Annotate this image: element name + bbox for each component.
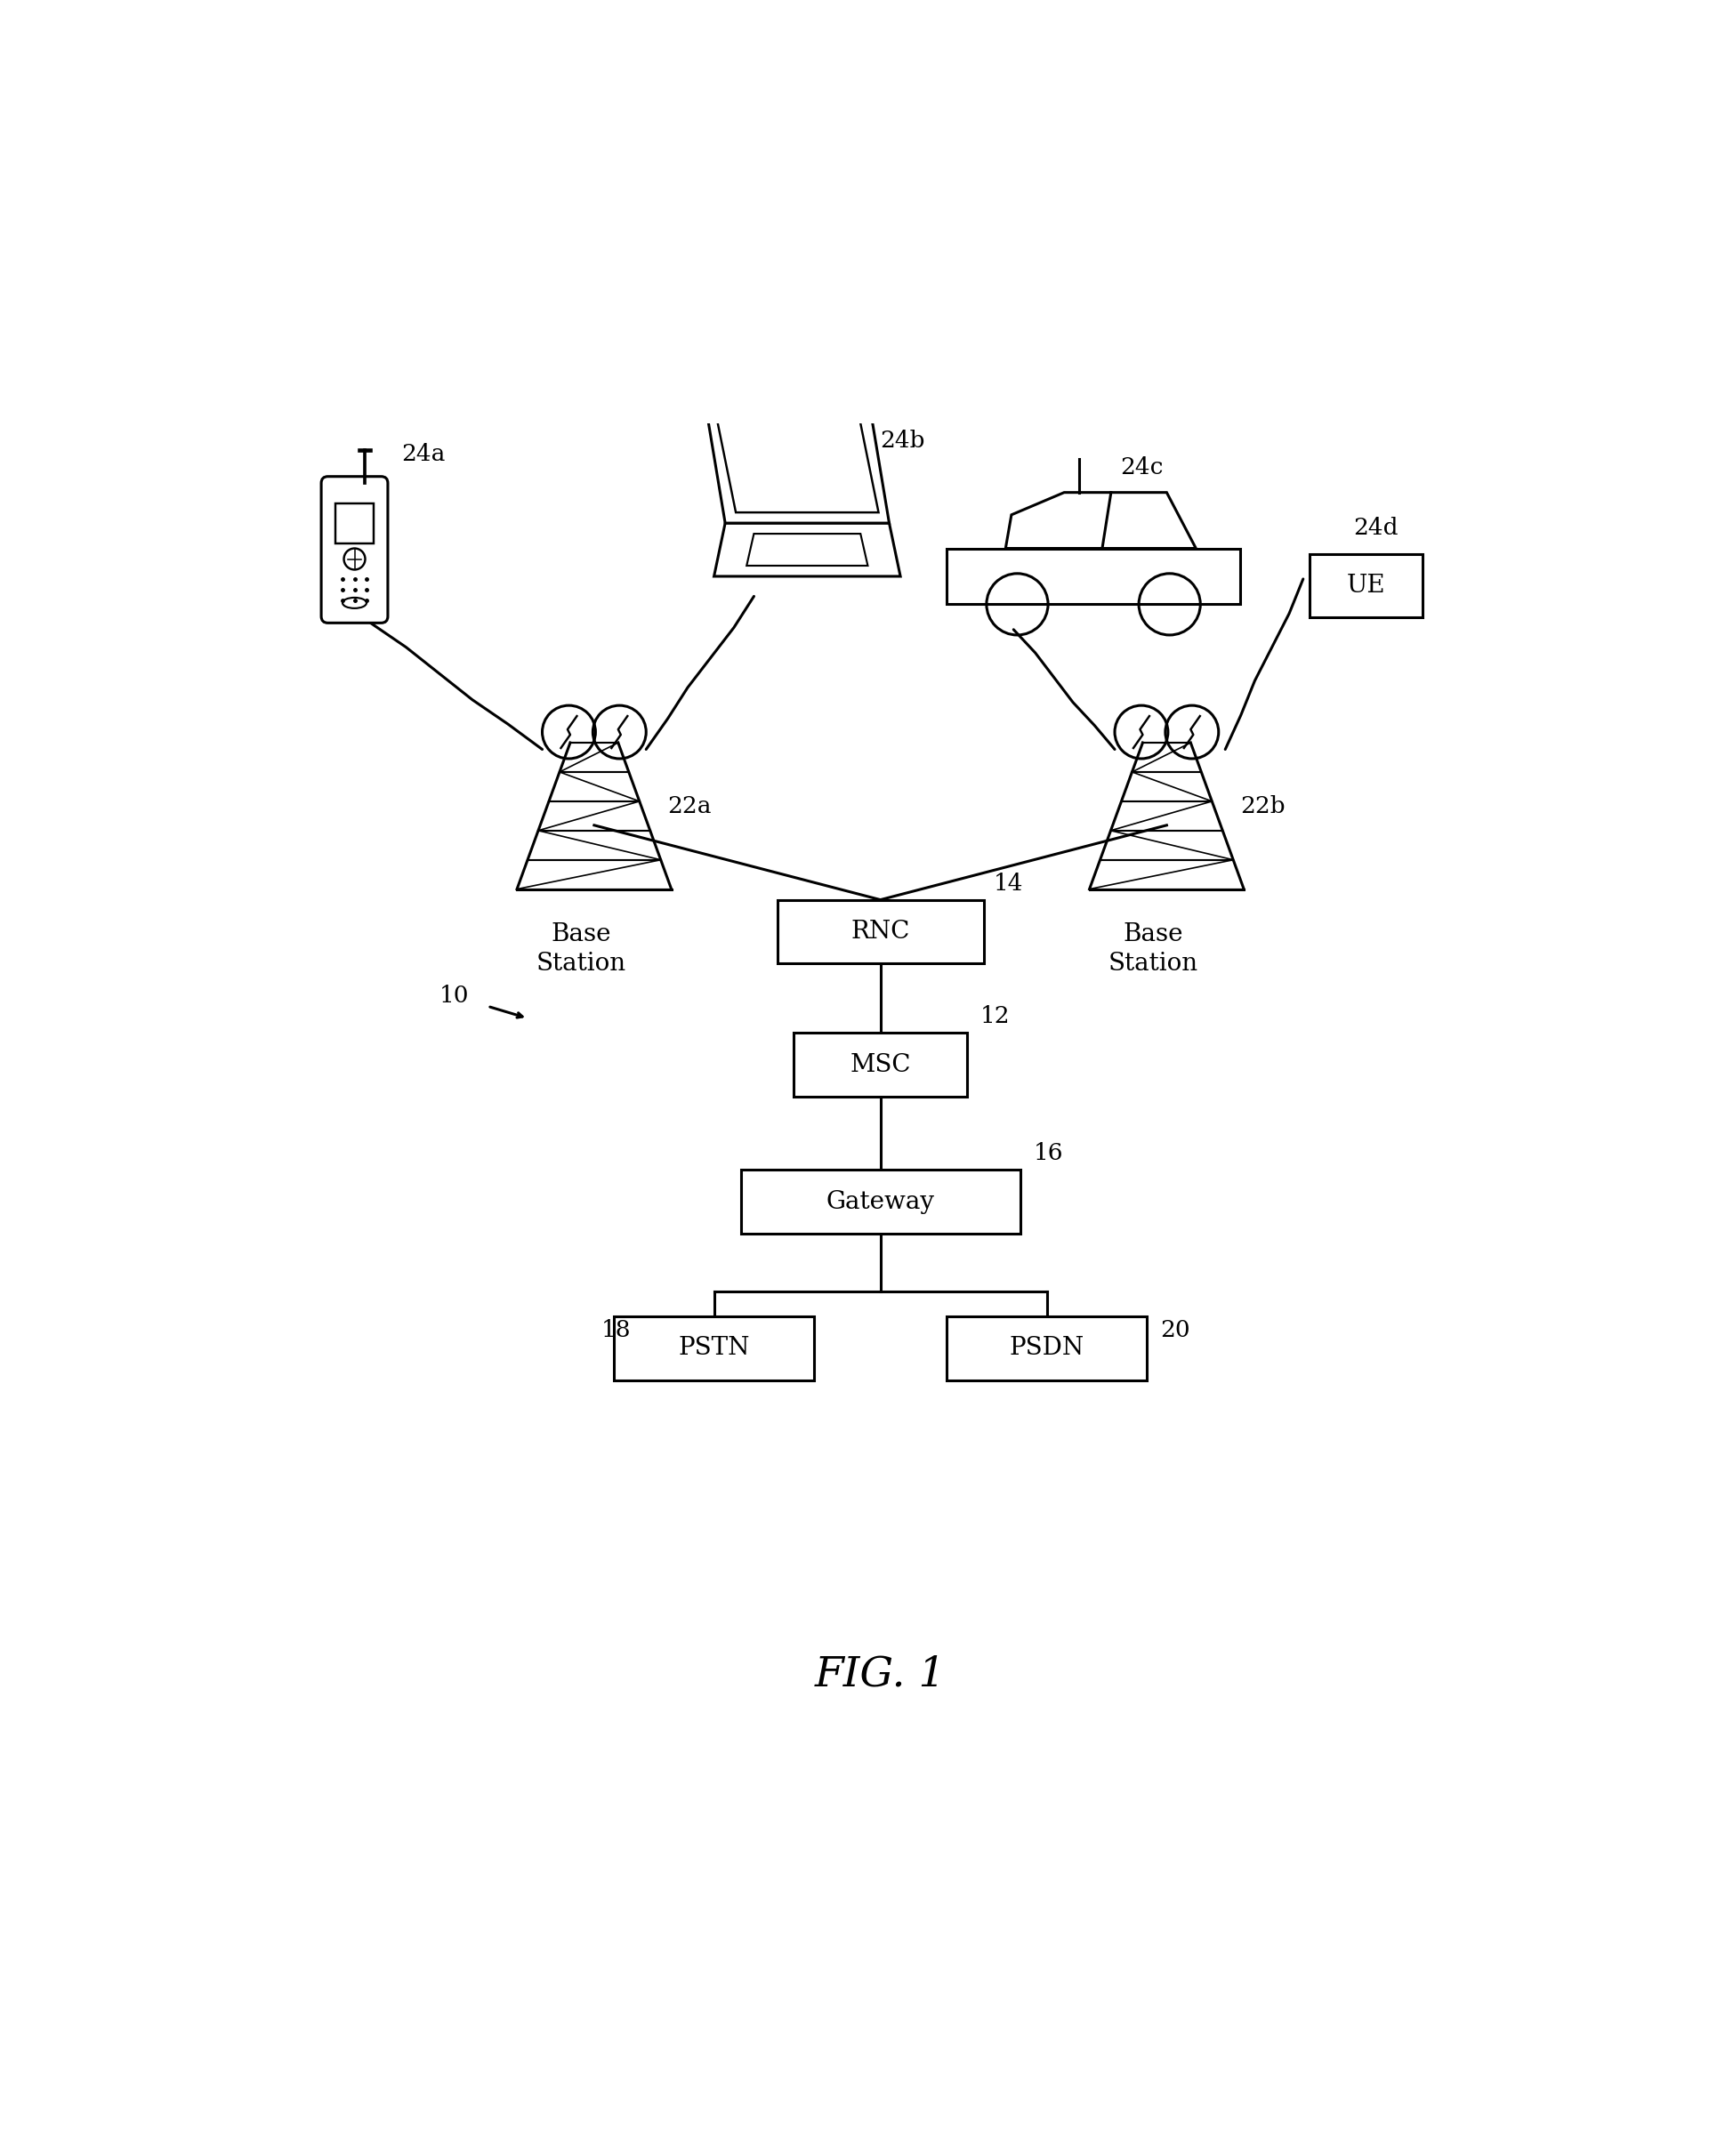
FancyBboxPatch shape [946, 1317, 1147, 1380]
Text: 12: 12 [980, 1005, 1010, 1028]
Ellipse shape [342, 597, 366, 608]
Text: 24d: 24d [1353, 517, 1398, 539]
Text: RNC: RNC [850, 921, 910, 944]
Polygon shape [747, 535, 867, 565]
Text: Base
Station: Base Station [536, 923, 625, 977]
Text: 18: 18 [601, 1319, 630, 1341]
FancyBboxPatch shape [615, 1317, 814, 1380]
FancyBboxPatch shape [321, 476, 388, 623]
Polygon shape [714, 524, 900, 576]
FancyBboxPatch shape [946, 548, 1240, 604]
Text: MSC: MSC [850, 1052, 910, 1076]
Text: PSTN: PSTN [678, 1337, 749, 1360]
Text: 24b: 24b [881, 429, 925, 451]
FancyBboxPatch shape [335, 502, 374, 543]
Text: PSDN: PSDN [1010, 1337, 1083, 1360]
Text: 10: 10 [440, 985, 469, 1007]
Polygon shape [1004, 492, 1195, 548]
Text: 24a: 24a [402, 442, 445, 466]
Text: 16: 16 [1034, 1143, 1063, 1164]
Text: 22b: 22b [1240, 796, 1284, 817]
Text: 22a: 22a [666, 796, 711, 817]
FancyBboxPatch shape [776, 899, 984, 964]
FancyBboxPatch shape [1308, 554, 1422, 617]
Text: 24c: 24c [1119, 457, 1162, 479]
Text: 14: 14 [992, 873, 1023, 895]
FancyBboxPatch shape [793, 1033, 967, 1097]
Polygon shape [706, 403, 889, 524]
FancyBboxPatch shape [740, 1171, 1020, 1233]
Text: Gateway: Gateway [826, 1190, 934, 1214]
Text: Base
Station: Base Station [1107, 923, 1198, 977]
Text: 20: 20 [1159, 1319, 1190, 1341]
Text: UE: UE [1346, 573, 1386, 597]
Text: FIG. 1: FIG. 1 [814, 1654, 946, 1695]
Polygon shape [716, 414, 877, 513]
